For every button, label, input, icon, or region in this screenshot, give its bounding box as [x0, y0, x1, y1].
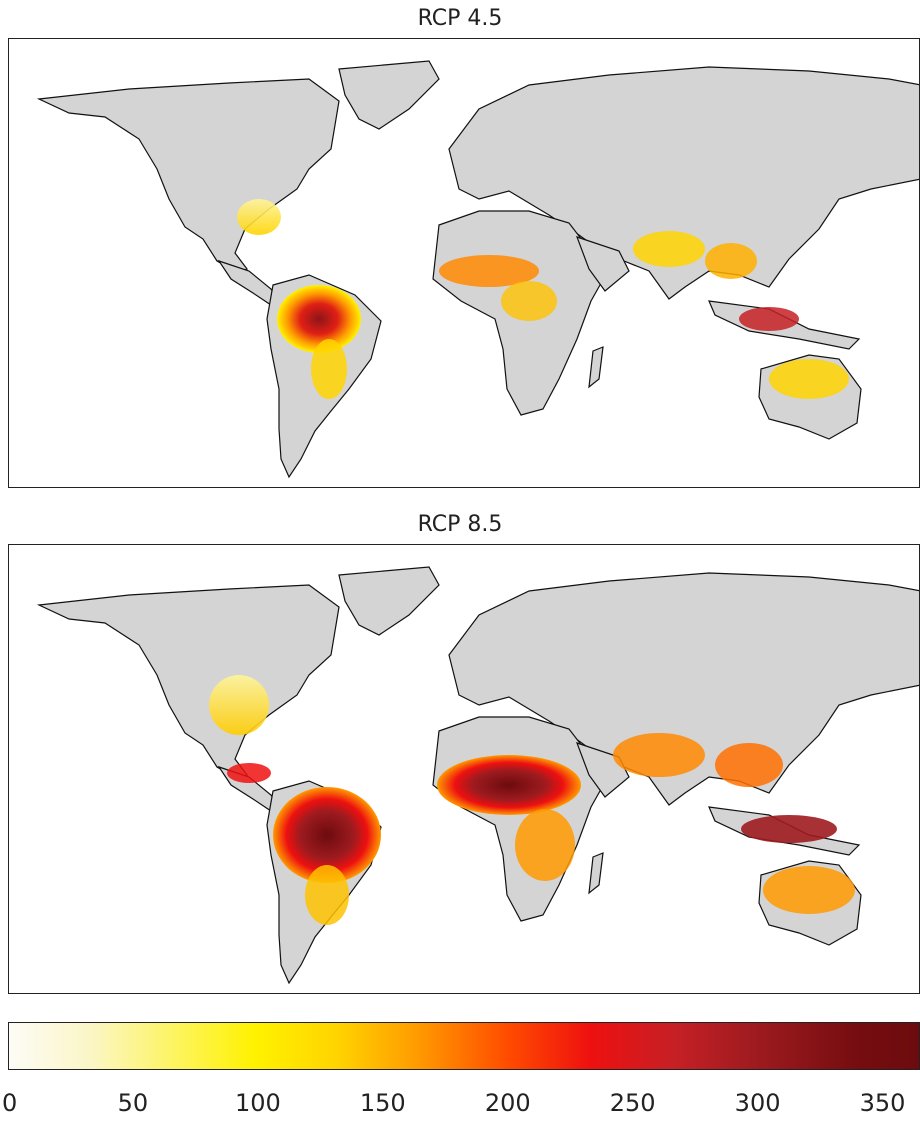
panel-title-rcp45: RCP 4.5	[417, 6, 503, 31]
world-map-rcp45	[36, 60, 919, 479]
suitability-layer-rcp85	[209, 675, 855, 925]
colorbar-tick-350: 350	[859, 1089, 906, 1117]
arabia-rcp45	[575, 236, 630, 292]
colorbar-tick-200: 200	[484, 1089, 531, 1117]
madagascar-rcp85	[588, 852, 604, 895]
map-panel-rcp85	[8, 544, 920, 994]
colorbar-tick-300: 300	[734, 1089, 781, 1117]
suitability-layer-rcp45	[237, 199, 849, 399]
colorbar-tick-250: 250	[609, 1089, 656, 1117]
greenland-rcp85	[338, 566, 440, 636]
panel-title-rcp85: RCP 8.5	[417, 512, 503, 537]
central-america-rcp45	[217, 259, 280, 306]
colorbar-tick-50: 50	[117, 1089, 149, 1117]
greenland-rcp45	[338, 60, 440, 130]
north-america-rcp85	[36, 584, 340, 778]
colorbar-tick-150: 150	[359, 1089, 406, 1117]
colorbar-tick-0: 0	[2, 1089, 18, 1117]
madagascar-rcp45	[588, 346, 604, 389]
map-panel-rcp45	[8, 38, 920, 488]
colorbar	[8, 1022, 920, 1070]
north-america-rcp45	[36, 78, 340, 272]
world-map-rcp85	[36, 566, 919, 985]
colorbar-tick-100: 100	[234, 1089, 281, 1117]
